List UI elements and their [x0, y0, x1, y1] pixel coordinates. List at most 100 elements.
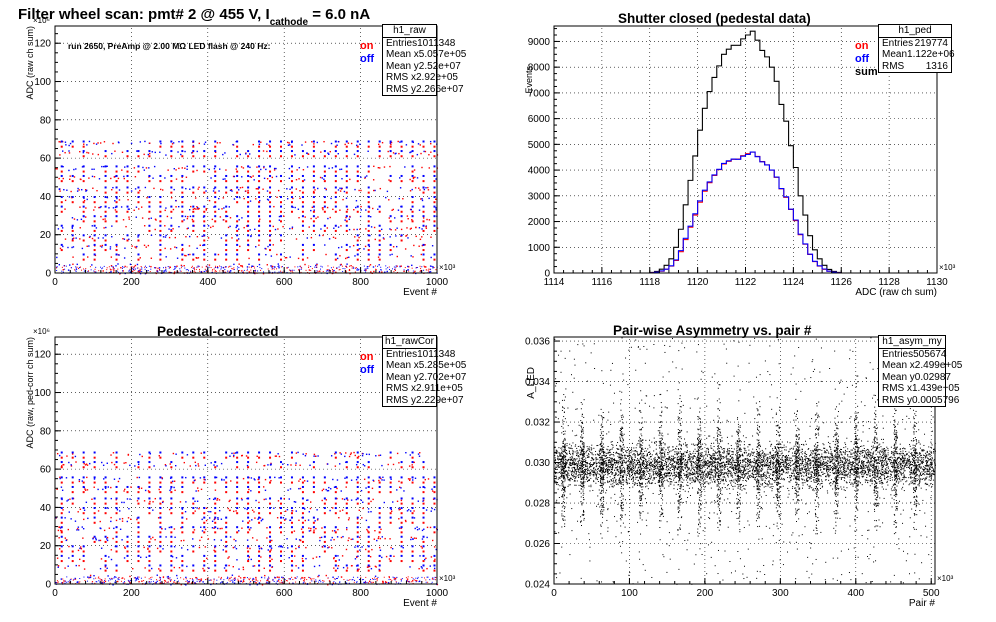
data-point [432, 577, 434, 579]
data-point [192, 229, 195, 232]
data-point [247, 170, 250, 173]
data-point [299, 478, 301, 480]
data-point [394, 270, 396, 272]
data-point [136, 150, 138, 152]
data-point [153, 580, 155, 582]
data-point [766, 483, 768, 485]
data-point [100, 266, 102, 268]
data-point [85, 207, 87, 209]
data-point [242, 579, 244, 581]
data-point [212, 582, 214, 584]
legend-sum: sum [855, 66, 878, 78]
data-point [280, 271, 282, 273]
data-point [367, 249, 370, 252]
data-point [203, 516, 206, 519]
data-point [420, 267, 422, 269]
data-point [345, 174, 348, 177]
data-point [301, 526, 304, 529]
data-point [413, 579, 415, 581]
data-point [350, 565, 353, 567]
data-point [363, 269, 365, 271]
data-point [675, 451, 677, 453]
data-point [70, 518, 72, 520]
data-point [612, 446, 614, 448]
data-point [154, 497, 157, 500]
data-point [246, 547, 249, 549]
data-point [312, 526, 315, 529]
data-point [199, 244, 201, 246]
data-point [378, 234, 381, 237]
data-point [322, 271, 324, 273]
data-point [231, 237, 233, 239]
data-point [427, 581, 429, 583]
data-point [345, 155, 348, 158]
data-point [137, 267, 139, 269]
data-point [320, 151, 322, 153]
data-point [59, 247, 62, 250]
data-point [203, 476, 206, 479]
data-point [211, 218, 214, 221]
data-point [165, 270, 167, 272]
data-point [92, 187, 94, 189]
data-point [93, 574, 95, 577]
data-point [316, 519, 319, 521]
data-point [165, 154, 167, 156]
data-point [238, 568, 240, 570]
data-point [170, 526, 173, 529]
data-point [68, 144, 70, 147]
data-point [181, 243, 184, 246]
data-point [308, 530, 311, 532]
data-point [327, 547, 329, 549]
data-point [220, 582, 222, 584]
data-point [334, 201, 337, 204]
data-point [419, 144, 421, 146]
data-point [82, 481, 85, 484]
data-point [64, 567, 66, 569]
data-point [214, 512, 217, 515]
data-point [186, 165, 188, 168]
data-point [158, 455, 160, 457]
data-point [346, 256, 349, 259]
y-tick-label: 6000 [528, 114, 551, 125]
data-point [352, 576, 354, 578]
data-point [899, 477, 901, 479]
data-point [66, 576, 68, 578]
data-point [192, 140, 195, 143]
data-point [174, 536, 176, 538]
data-point [317, 582, 319, 584]
data-point [370, 226, 373, 228]
data-point [290, 560, 293, 563]
data-point [328, 238, 331, 240]
data-point [264, 489, 267, 492]
y-tick-label: 4000 [528, 166, 551, 177]
data-point [411, 581, 413, 583]
data-point [389, 476, 392, 479]
data-point [394, 229, 397, 231]
data-point [206, 557, 208, 560]
data-point [349, 265, 351, 267]
data-point [91, 264, 93, 266]
data-point [82, 554, 85, 557]
data-point [192, 507, 195, 510]
data-point [293, 530, 296, 532]
data-point [422, 502, 425, 505]
data-point [912, 447, 914, 449]
stats-name: h1_rawCor [383, 336, 436, 349]
data-point [321, 489, 324, 492]
data-point [405, 144, 408, 146]
data-point [185, 518, 188, 520]
data-point [97, 510, 100, 512]
data-point [378, 476, 381, 479]
data-point [323, 512, 326, 515]
data-point [175, 464, 177, 467]
data-point [840, 477, 842, 479]
data-point [95, 266, 97, 268]
data-point [258, 165, 261, 168]
data-point [329, 150, 331, 153]
data-point [844, 477, 846, 479]
data-point [924, 474, 926, 476]
data-point [611, 464, 613, 466]
data-point [104, 191, 107, 194]
data-point [576, 434, 578, 436]
data-point [68, 461, 70, 464]
